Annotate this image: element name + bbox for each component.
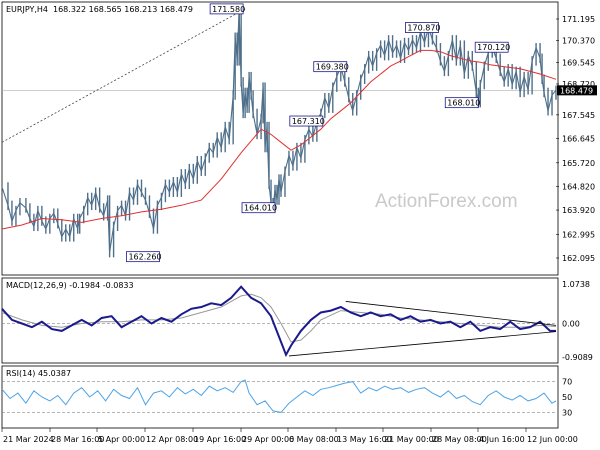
macd-line xyxy=(1,285,556,358)
macd-panel xyxy=(1,277,559,364)
rsi-y-tick-label: 50 xyxy=(562,393,572,402)
annotation-box xyxy=(126,251,160,263)
y-tick-label: 171.195 xyxy=(562,15,595,24)
price-annotation: 170.120 xyxy=(474,41,510,53)
x-tick-label: 29 Apr 00:00 xyxy=(242,435,294,444)
price-annotation: 171.580 xyxy=(209,3,245,15)
price-annotation: 167.310 xyxy=(289,115,325,127)
macd-y-tick-label: -0.9089 xyxy=(562,353,593,362)
y-tick-label: 168.720 xyxy=(562,80,595,89)
annotation-box xyxy=(289,115,324,127)
macd-triangle-line xyxy=(288,331,557,357)
y-tick-label: 162.995 xyxy=(562,230,595,239)
price-annotations: 171.580 170.870 170.120 169.380 167.310 168.0… xyxy=(126,3,510,263)
annotation-box xyxy=(209,3,244,15)
y-tick-label: 170.370 xyxy=(562,37,595,46)
watermark: ActionForex.com xyxy=(375,191,518,212)
price-header-symbol: EURJPY,H4 xyxy=(6,5,48,14)
macd-triangle xyxy=(288,301,557,357)
price-y-axis: 171.195 170.370 169.545 168.720 167.545 166.6… xyxy=(556,15,597,263)
macd-y-tick-label: 0.00 xyxy=(562,320,580,329)
y-tick-label: 169.545 xyxy=(562,58,595,67)
x-tick-label: 19 Apr 16:00 xyxy=(194,435,246,444)
x-tick-label: 28 Mar 16:00 xyxy=(51,435,104,444)
y-tick-label: 164.820 xyxy=(562,182,595,191)
x-tick-label: 21 Mar 2024 xyxy=(3,435,54,444)
price-annotation: 162.260 xyxy=(126,251,162,263)
x-tick-label: 28 May 08:00 xyxy=(432,435,487,444)
annotation-label: 170.120 xyxy=(477,43,510,52)
y-tick-label: 162.095 xyxy=(562,254,595,263)
annotation-box xyxy=(474,41,509,53)
moving-average-line xyxy=(1,49,557,230)
rsi-y-tick-label: 70 xyxy=(562,378,572,387)
annotation-label: 171.580 xyxy=(212,5,245,14)
x-tick-label: 12 Apr 08:00 xyxy=(146,435,198,444)
x-tick-label: 12 Jun 00:00 xyxy=(527,435,578,444)
y-tick-label: 163.920 xyxy=(562,206,595,215)
annotation-box xyxy=(444,97,479,109)
macd-y-tick-label: 1.0738 xyxy=(562,280,590,289)
price-header-ohlc: 168.322 168.565 168.213 168.479 xyxy=(53,5,193,14)
x-tick-label: 4 Jun 16:00 xyxy=(479,435,525,444)
rsi-y-axis: 70 50 30 xyxy=(562,378,572,418)
annotation-box xyxy=(405,22,439,33)
macd-triangle-line xyxy=(345,301,557,326)
x-tick-label: 5 Apr 00:00 xyxy=(98,435,145,444)
annotation-label: 167.310 xyxy=(292,117,325,126)
rsi-header: RSI(14) 45.0387 xyxy=(6,369,71,378)
annotation-label: 169.380 xyxy=(316,63,349,72)
y-tick-label: 166.645 xyxy=(562,135,595,144)
price-annotation: 168.010 xyxy=(444,97,480,109)
macd-series-group xyxy=(1,285,557,358)
y-tick-label: 167.545 xyxy=(562,111,595,120)
annotation-label: 162.260 xyxy=(128,253,161,262)
current-price-label: 168.479 xyxy=(560,86,593,95)
x-tick-label: 6 May 08:00 xyxy=(289,435,339,444)
annotation-box xyxy=(241,202,276,214)
annotation-label: 170.870 xyxy=(407,24,440,33)
y-tick-label: 165.720 xyxy=(562,159,595,168)
rsi-line xyxy=(1,379,557,413)
price-annotation: 164.010 xyxy=(241,202,277,214)
price-annotation: 170.870 xyxy=(405,22,441,33)
x-tick-label: 13 May 16:00 xyxy=(337,435,392,444)
rsi-y-tick-label: 30 xyxy=(562,408,572,417)
annotation-label: 168.010 xyxy=(447,99,480,108)
rsi-series-group xyxy=(1,379,557,413)
annotation-label: 164.010 xyxy=(244,204,277,213)
macd-header: MACD(12,26,9) -0.1984 -0.0833 xyxy=(6,281,134,290)
annotation-box xyxy=(313,61,348,73)
price-annotation: 169.380 xyxy=(313,61,349,73)
current-price-tag xyxy=(557,85,597,96)
x-tick-label: 21 May 00:00 xyxy=(384,435,439,444)
macd-y-axis: 1.0738 0.00 -0.9089 xyxy=(562,280,593,362)
rsi-panel xyxy=(1,365,559,429)
